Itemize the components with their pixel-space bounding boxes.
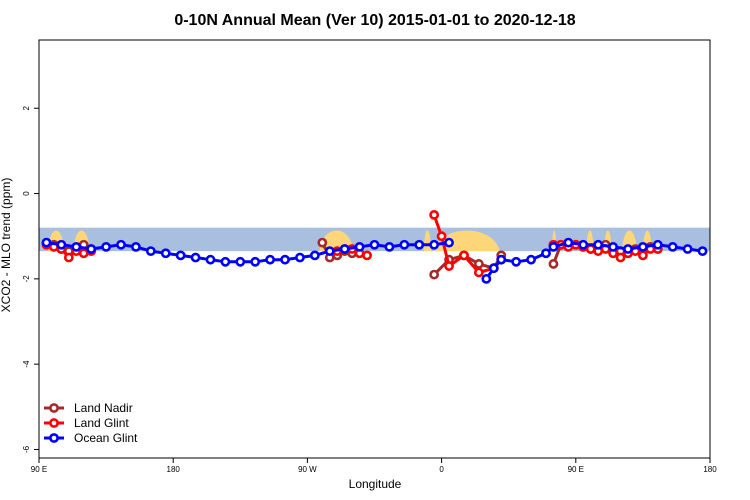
data-point xyxy=(429,239,440,250)
data-point xyxy=(369,239,380,250)
x-tick-label: 0 xyxy=(439,465,444,474)
data-point xyxy=(414,239,425,250)
data-point xyxy=(429,209,440,220)
data-point xyxy=(496,254,507,265)
data-point xyxy=(541,248,551,259)
y-axis-ticks: 2 0 -2 -4 -6 xyxy=(22,105,39,453)
data-point xyxy=(511,256,522,267)
data-point xyxy=(317,237,328,248)
data-point xyxy=(324,246,335,257)
data-point xyxy=(667,241,678,252)
legend-label: Land Nadir xyxy=(74,401,133,415)
data-point xyxy=(399,239,410,250)
data-point xyxy=(436,231,447,242)
data-point xyxy=(384,241,395,252)
y-tick-label: -2 xyxy=(22,275,31,283)
legend-item: Ocean Glint xyxy=(44,431,138,445)
x-axis-ticks: 90 E 180 90 W 0 90 E 180 xyxy=(31,458,717,474)
data-point xyxy=(86,244,97,254)
data-point xyxy=(481,273,492,284)
data-point xyxy=(623,244,633,254)
x-axis-label: Longitude xyxy=(349,477,402,491)
data-point xyxy=(638,250,648,261)
data-point xyxy=(682,244,693,254)
legend-item: Land Nadir xyxy=(44,401,133,415)
data-point xyxy=(608,241,618,252)
series-line-2-0 xyxy=(46,241,450,264)
data-point xyxy=(615,252,626,263)
data-point xyxy=(444,237,454,248)
y-tick-label: 2 xyxy=(22,105,31,110)
data-point xyxy=(131,241,141,252)
data-point xyxy=(160,248,171,259)
data-point xyxy=(265,254,276,265)
data-point xyxy=(473,267,484,278)
data-point xyxy=(593,239,604,250)
legend-swatch-marker xyxy=(49,433,59,443)
x-tick-label: 90 W xyxy=(298,465,317,474)
x-tick-label: 90 E xyxy=(31,465,47,474)
data-point xyxy=(526,254,536,265)
data-point xyxy=(444,261,454,271)
data-point xyxy=(638,241,648,252)
data-point xyxy=(488,263,499,274)
legend-item: Land Glint xyxy=(44,416,129,430)
data-point xyxy=(220,256,231,267)
legend-swatch-marker xyxy=(49,418,59,428)
y-axis-label: XCO2 - MLO trend (ppm) xyxy=(0,178,13,313)
data-point xyxy=(362,250,372,261)
data-point xyxy=(459,250,469,261)
y-tick-label: -4 xyxy=(22,360,31,368)
legend-label: Ocean Glint xyxy=(74,431,138,445)
data-point xyxy=(280,254,290,265)
ocean-band xyxy=(39,227,710,252)
data-point xyxy=(548,241,559,252)
data-point xyxy=(339,244,350,254)
legend-label: Land Glint xyxy=(74,416,129,430)
data-point xyxy=(295,252,305,263)
data-point xyxy=(56,239,67,250)
data-point xyxy=(548,259,559,269)
data-point xyxy=(71,241,82,252)
data-point xyxy=(235,256,246,267)
series-ocean-glint xyxy=(41,237,708,284)
data-point xyxy=(354,241,365,252)
data-point xyxy=(309,250,320,261)
data-point xyxy=(78,248,89,259)
data-point xyxy=(473,259,484,269)
data-point xyxy=(145,246,156,257)
data-point xyxy=(175,250,186,261)
data-point xyxy=(63,252,74,263)
x-tick-label: 180 xyxy=(167,465,181,474)
data-point xyxy=(585,244,596,254)
data-point xyxy=(205,254,216,265)
data-point xyxy=(41,237,52,248)
plot-area xyxy=(39,209,710,284)
chart-title: 0-10N Annual Mean (Ver 10) 2015-01-01 to… xyxy=(174,12,575,29)
data-point xyxy=(116,239,126,250)
data-point xyxy=(429,269,440,280)
data-point xyxy=(652,239,663,250)
legend-swatch-marker xyxy=(49,403,59,413)
x-tick-label: 90 E xyxy=(568,465,584,474)
x-tick-label: 180 xyxy=(703,465,717,474)
data-point xyxy=(563,237,574,248)
data-point xyxy=(697,246,708,257)
y-tick-label: 0 xyxy=(22,191,31,196)
data-point xyxy=(578,239,589,250)
data-point xyxy=(250,256,261,267)
data-point xyxy=(190,252,201,263)
y-tick-label: -6 xyxy=(22,445,31,453)
data-point xyxy=(101,241,111,252)
plot-frame xyxy=(38,39,711,459)
